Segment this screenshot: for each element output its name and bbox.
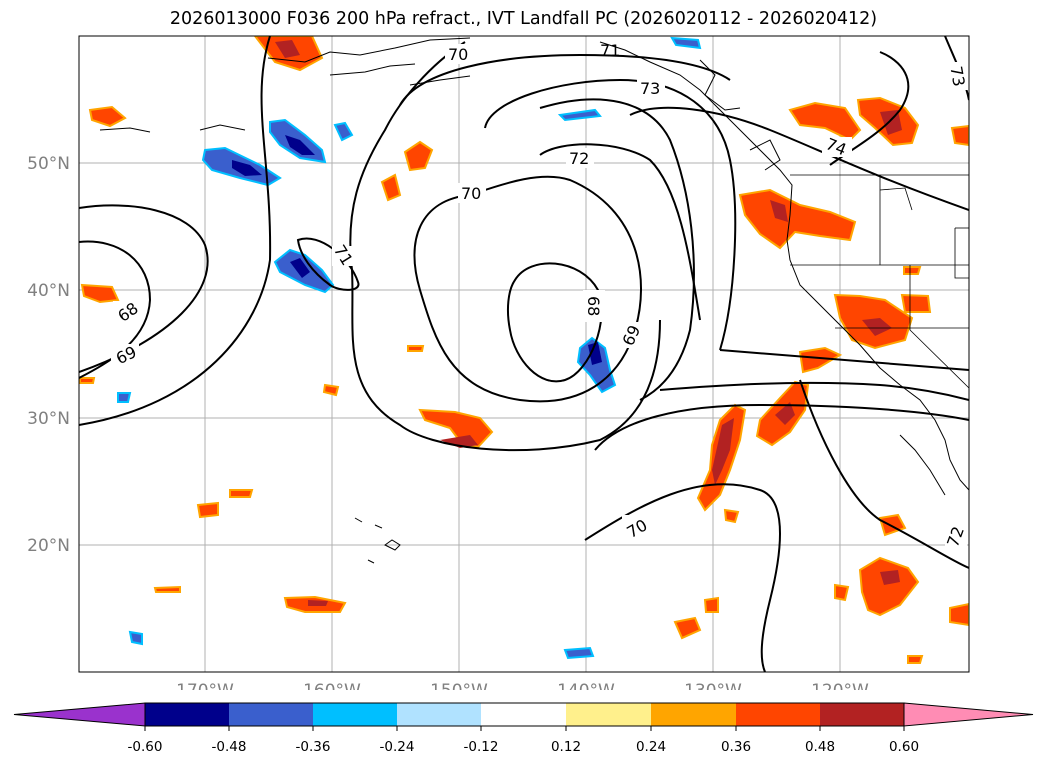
cbar-label-neg012: -0.12 — [464, 739, 499, 755]
cbar-label-012: 0.12 — [551, 739, 581, 755]
coastlines — [99, 37, 969, 564]
lon-label-160w: 160°W — [303, 681, 361, 690]
cbar-label-036: 0.36 — [721, 739, 751, 755]
colorbar-box — [481, 703, 566, 726]
lon-labels: 170°W 160°W 150°W 140°W 130°W 120°W — [176, 681, 869, 690]
cold-shading — [117, 36, 702, 660]
map-panel: 70 71 73 74 72 70 71 68 69 68 69 70 72 — [27, 35, 970, 690]
colorbar-box — [820, 703, 904, 726]
contour-label-73-north: 73 — [640, 79, 660, 98]
colorbar-ticks — [144, 726, 905, 731]
colorbar-box — [651, 703, 736, 726]
colorbar-box — [145, 703, 229, 726]
cbar-label-neg036: -0.36 — [296, 739, 331, 755]
contour-label-71-north: 71 — [600, 41, 620, 60]
colorbar-box — [736, 703, 820, 726]
colorbar-labels: -0.60 -0.48 -0.36 -0.24 -0.12 0.12 0.24 … — [128, 739, 920, 755]
colorbar-box — [313, 703, 397, 726]
lat-label-50n: 50°N — [27, 154, 70, 174]
lat-labels: 50°N 40°N 30°N 20°N — [27, 154, 70, 556]
lon-label-140w: 140°W — [557, 681, 615, 690]
colorbar-boxes — [13, 702, 1034, 727]
state-borders — [790, 174, 969, 389]
contour-labels: 70 71 73 74 72 70 71 68 69 68 69 70 72 — [111, 41, 969, 552]
contour-label-73-east: 73 — [946, 65, 968, 88]
lat-label-40n: 40°N — [27, 281, 70, 301]
cbar-label-neg048: -0.48 — [212, 739, 247, 755]
contour-label-70-north: 70 — [448, 45, 468, 64]
colorbar-frame — [144, 702, 905, 727]
cbar-label-neg024: -0.24 — [380, 739, 415, 755]
cbar-label-048: 0.48 — [805, 739, 835, 755]
lon-label-170w: 170°W — [176, 681, 234, 690]
colorbar-extend-high — [903, 702, 1034, 727]
cbar-label-024: 0.24 — [636, 739, 666, 755]
lat-label-30n: 30°N — [27, 409, 70, 429]
lon-label-130w: 130°W — [684, 681, 742, 690]
contour-label-72-center: 72 — [569, 149, 589, 168]
lon-label-150w: 150°W — [430, 681, 488, 690]
cbar-label-neg060: -0.60 — [128, 739, 163, 755]
colorbar-box — [397, 703, 481, 726]
colorbar-extend-low — [13, 702, 146, 727]
colorbar-box — [229, 703, 313, 726]
lon-label-120w: 120°W — [811, 681, 869, 690]
warm-shading — [79, 36, 969, 664]
lat-label-20n: 20°N — [27, 536, 70, 556]
colorbar-box — [566, 703, 651, 726]
contour-label-68-center: 68 — [584, 296, 603, 316]
refractivity-contours — [79, 36, 969, 672]
map-title: 2026013000 F036 200 hPa refract., IVT La… — [169, 9, 878, 29]
cbar-label-060: 0.60 — [889, 739, 919, 755]
contour-label-70-center: 70 — [461, 184, 481, 203]
map-frame — [78, 35, 970, 673]
